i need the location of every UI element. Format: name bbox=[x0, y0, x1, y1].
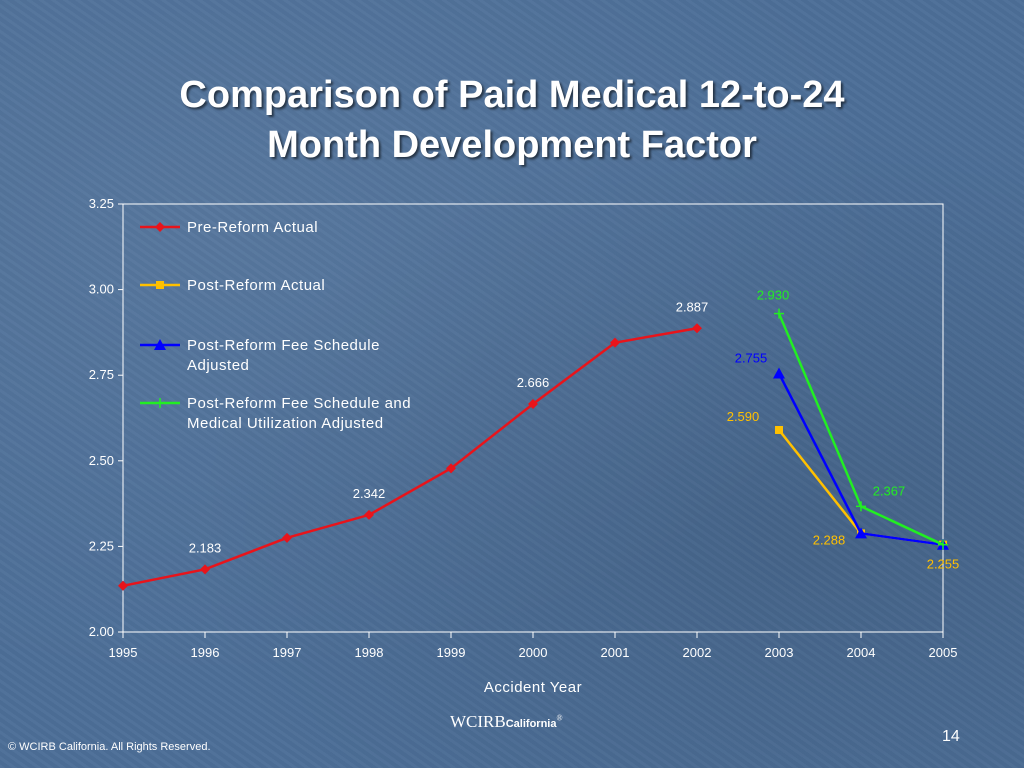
legend-label-line: Post-Reform Fee Schedule bbox=[187, 337, 380, 354]
legend-label-line: Adjusted bbox=[187, 357, 249, 374]
x-tick-label: 2003 bbox=[765, 645, 794, 660]
slide-title: Comparison of Paid Medical 12-to-24 Mont… bbox=[0, 70, 1024, 170]
legend-entry-2: Post-Reform Fee Schedule Adjusted bbox=[140, 337, 380, 374]
x-tick-label: 2004 bbox=[847, 645, 876, 660]
data-label-3-2003: 2.930 bbox=[757, 288, 790, 303]
data-point-3-2003 bbox=[774, 308, 784, 319]
data-label-0-1996: 2.183 bbox=[189, 540, 222, 555]
y-tick-label: 2.00 bbox=[89, 624, 114, 639]
data-label-0-2002: 2.887 bbox=[676, 299, 709, 314]
slide-title-line-1: Comparison of Paid Medical 12-to-24 bbox=[179, 74, 845, 116]
legend-label: Pre-Reform Actual bbox=[187, 219, 318, 236]
y-tick-label: 2.25 bbox=[89, 538, 114, 553]
y-tick-label: 3.25 bbox=[89, 196, 114, 211]
copyright-notice: © WCIRB California. All Rights Reserved. bbox=[8, 741, 211, 753]
x-tick-label: 1997 bbox=[273, 645, 302, 660]
data-label-3-2004: 2.367 bbox=[873, 483, 906, 498]
y-tick-label: 3.00 bbox=[89, 282, 114, 297]
page-number: 14 bbox=[942, 728, 960, 745]
x-tick-label: 1996 bbox=[191, 645, 220, 660]
data-point-0-1999 bbox=[446, 463, 456, 474]
logo-mark: ® bbox=[556, 713, 563, 723]
legend-label-line: Pre-Reform Actual bbox=[187, 219, 318, 236]
legend-swatch-marker bbox=[154, 339, 166, 350]
data-point-0-1997 bbox=[282, 532, 292, 543]
x-axis-title: Accident Year bbox=[484, 679, 582, 696]
series-line-0 bbox=[122, 327, 698, 588]
data-label-1-2003: 2.590 bbox=[727, 409, 760, 424]
x-tick-label: 1999 bbox=[437, 645, 466, 660]
data-point-2-2003 bbox=[773, 367, 785, 379]
legend-entry-3: Post-Reform Fee Schedule and Medical Util… bbox=[140, 395, 411, 432]
x-tick-label: 2000 bbox=[519, 645, 548, 660]
data-point-1-2003 bbox=[775, 425, 783, 434]
legend-label-line: Post-Reform Fee Schedule and bbox=[187, 395, 411, 412]
data-point-3-2004 bbox=[856, 501, 866, 512]
data-label-2-2003: 2.755 bbox=[735, 350, 768, 365]
legend-label: Post-Reform Fee Schedule and Medical Util… bbox=[187, 395, 411, 432]
data-point-0-1996 bbox=[200, 564, 210, 575]
slide-title-line-2: Month Development Factor bbox=[267, 124, 757, 166]
x-tick-label: 1998 bbox=[355, 645, 384, 660]
data-point-0-2000 bbox=[528, 398, 538, 409]
data-point-0-2001 bbox=[610, 337, 620, 348]
logo-sub: California bbox=[505, 718, 557, 730]
legend-label-line: Medical Utilization Adjusted bbox=[187, 415, 384, 432]
y-tick-label: 2.75 bbox=[89, 367, 114, 382]
data-point-0-2002 bbox=[692, 323, 702, 334]
data-point-0-1998 bbox=[364, 509, 374, 520]
x-tick-label: 2002 bbox=[683, 645, 712, 660]
legend-label: Post-Reform Fee Schedule Adjusted bbox=[187, 337, 380, 374]
legend-swatch-marker bbox=[156, 281, 164, 289]
legend-label: Post-Reform Actual bbox=[187, 277, 325, 294]
y-tick-label: 2.50 bbox=[89, 453, 114, 468]
logo-main: WCIRB bbox=[450, 712, 506, 731]
data-point-0-1995 bbox=[118, 580, 128, 591]
x-tick-label: 1995 bbox=[109, 645, 138, 660]
legend-entry-1: Post-Reform Actual bbox=[140, 277, 325, 294]
legend-entry-0: Pre-Reform Actual bbox=[140, 219, 318, 236]
x-tick-label: 2005 bbox=[929, 645, 958, 660]
x-tick-label: 2001 bbox=[601, 645, 630, 660]
data-point-3-2005 bbox=[938, 539, 948, 550]
data-point-2-2004 bbox=[855, 527, 867, 539]
legend-swatch-marker bbox=[155, 222, 165, 232]
legend-label-line: Post-Reform Actual bbox=[187, 277, 325, 294]
data-label-1-2004: 2.288 bbox=[813, 532, 846, 547]
data-label-0-2000: 2.666 bbox=[517, 375, 550, 390]
data-label-1-2005: 2.255 bbox=[927, 557, 960, 572]
legend-swatch-marker bbox=[155, 398, 165, 408]
data-label-0-1998: 2.342 bbox=[353, 486, 386, 501]
wcirb-logo: WCIRBCalifornia® bbox=[450, 712, 563, 732]
